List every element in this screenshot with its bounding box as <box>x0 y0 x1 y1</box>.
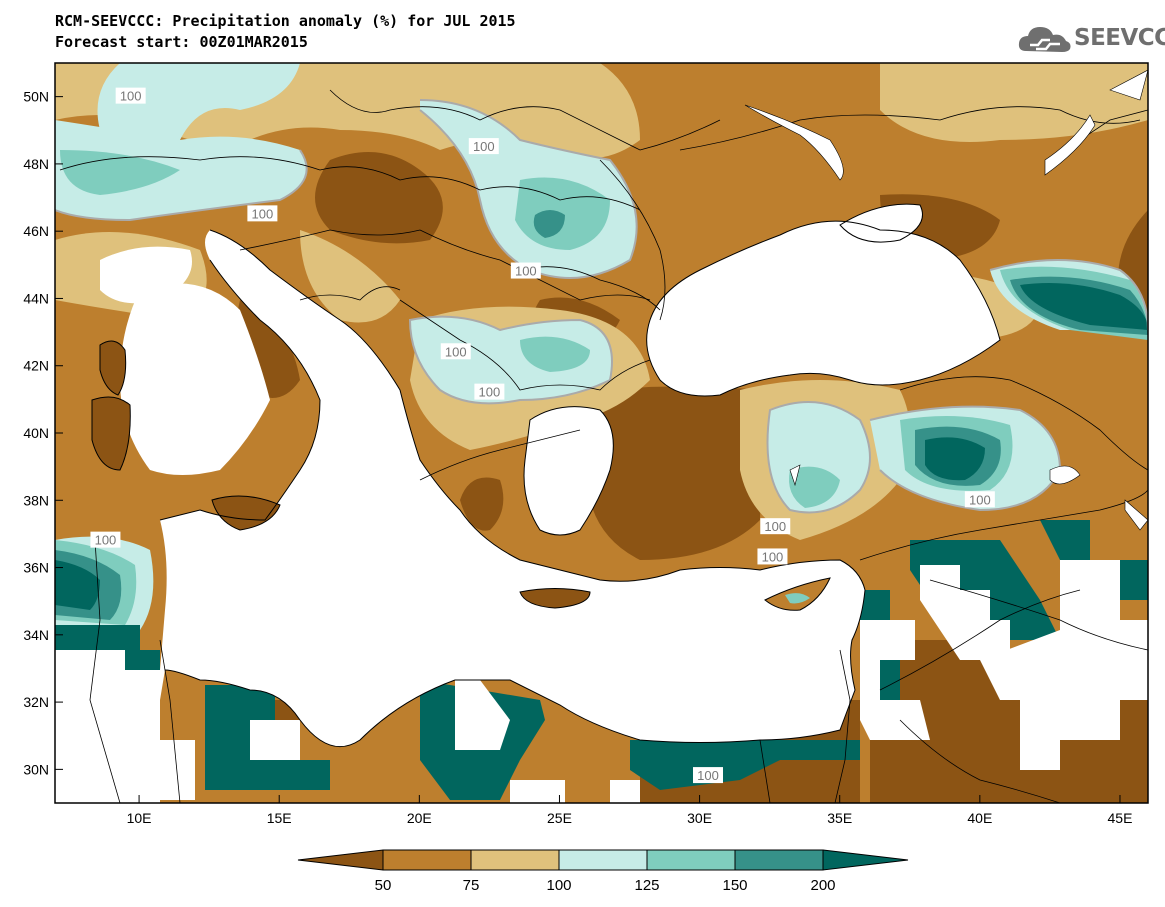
cloud-logo-icon <box>1018 27 1071 52</box>
lat-tick-label: 30N <box>23 761 49 777</box>
logo-text: SEEVCCC <box>1074 25 1165 51</box>
contour-label: 100 <box>120 89 142 104</box>
contour-label-bg <box>757 548 788 565</box>
contour-label-bg <box>440 343 471 360</box>
contour-labels: 100 100 100 100 100 100 100 100 100 100 100 <box>90 87 995 784</box>
lon-tick-label: 45E <box>1108 810 1133 826</box>
colorbar: 50 75 100 125 150 200 <box>297 849 909 894</box>
contour-label-bg <box>90 531 121 548</box>
coastlines <box>91 203 1001 748</box>
contour-label-bg <box>468 138 499 155</box>
contour-label-bg <box>964 491 995 508</box>
contour-100-lines <box>55 99 1148 514</box>
contour-label: 100 <box>95 533 117 548</box>
contour-label: 100 <box>762 549 784 564</box>
lat-tick-label: 46N <box>23 223 49 239</box>
contour-label: 100 <box>697 768 719 783</box>
axis-ticks: 10E 15E 20E 25E 30E 35E 40E 45E 30N 32N 34N 36N 38N 4… <box>23 89 1132 826</box>
lat-tick-label: 40N <box>23 425 49 441</box>
contour-label: 100 <box>252 206 274 221</box>
lat-tick-label: 32N <box>23 694 49 710</box>
lat-tick-label: 38N <box>23 492 49 508</box>
contour-label-bg <box>115 87 146 104</box>
lon-tick-label: 20E <box>407 810 432 826</box>
contour-label: 100 <box>764 519 786 534</box>
contour-label: 100 <box>515 264 537 279</box>
contour-label-bg <box>247 205 278 222</box>
lat-tick-label: 42N <box>23 358 49 374</box>
lat-tick-label: 48N <box>23 156 49 172</box>
contour-label: 100 <box>473 139 495 154</box>
islands <box>92 341 830 611</box>
country-borders <box>59 89 1148 803</box>
lat-tick-label: 34N <box>23 627 49 643</box>
colorbar-50-75 <box>382 849 472 871</box>
lon-tick-label: 25E <box>547 810 572 826</box>
lon-tick-label: 15E <box>267 810 292 826</box>
colorbar-label-125: 125 <box>634 877 659 894</box>
colorbar-label-200: 200 <box>810 877 835 894</box>
lon-tick-label: 30E <box>687 810 712 826</box>
lat-tick-label: 36N <box>23 560 49 576</box>
lon-tick-label: 40E <box>967 810 992 826</box>
contour-label-bg <box>510 262 541 279</box>
colorbar-label-75: 75 <box>463 877 480 894</box>
contour-label-bg <box>760 518 791 535</box>
colorbar-lt50 <box>297 849 384 871</box>
sea-areas <box>55 204 1000 803</box>
contour-label: 100 <box>479 385 501 400</box>
lat-tick-label: 50N <box>23 89 49 105</box>
colorbar-75-100 <box>470 849 560 871</box>
contour-label-bg <box>692 767 723 784</box>
contour-label-bg <box>474 383 505 400</box>
colorbar-gt200 <box>822 849 909 871</box>
colorbar-150-200 <box>734 849 824 871</box>
lon-tick-label: 35E <box>827 810 852 826</box>
colorbar-label-150: 150 <box>722 877 747 894</box>
colorbar-125-150 <box>646 849 736 871</box>
contour-label: 100 <box>969 492 991 507</box>
forecast-start-subtitle: Forecast start: 00Z01MAR2015 <box>55 33 308 51</box>
lat-tick-label: 44N <box>23 290 49 306</box>
colorbar-label-50: 50 <box>375 877 392 894</box>
lon-tick-label: 10E <box>127 810 152 826</box>
map-title: RCM-SEEVCCC: Precipitation anomaly (%) f… <box>55 12 516 30</box>
lakes <box>744 69 1148 531</box>
colorbar-label-100: 100 <box>546 877 571 894</box>
contour-label: 100 <box>445 344 467 359</box>
seevccc-logo: SEEVCCC <box>1016 21 1165 57</box>
colorbar-100-125 <box>558 849 648 871</box>
